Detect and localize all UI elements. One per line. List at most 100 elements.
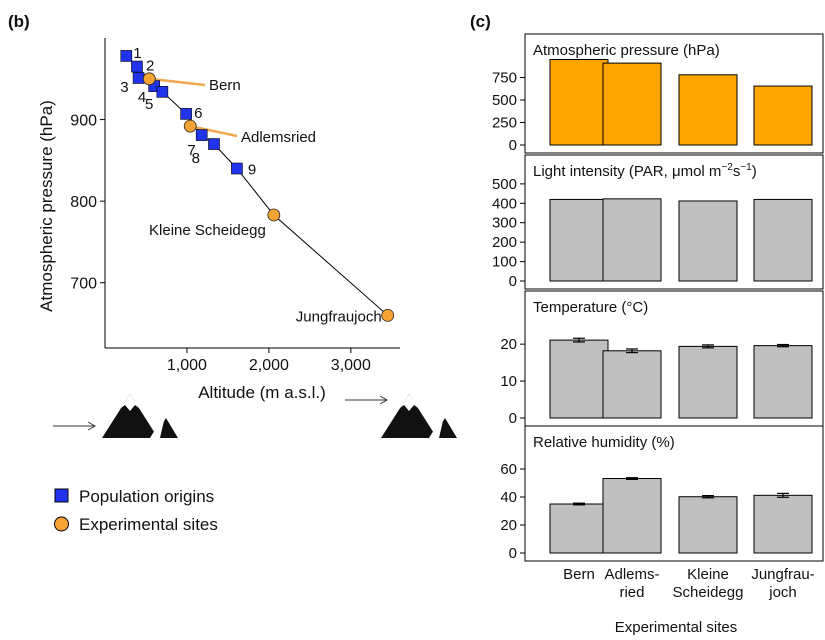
panel-c-category-label: Adlems-	[604, 566, 659, 583]
panel-c-title: Relative humidity (%)	[533, 434, 675, 451]
panel-c-title-part: Light intensity (PAR, μmol m	[533, 163, 721, 180]
bar	[678, 74, 738, 146]
panel-b-y-tick-label: 800	[70, 194, 97, 211]
panel-b-callout-adlemsried	[189, 124, 238, 138]
panel-c-y-tick-label: 500	[492, 92, 517, 109]
panel-c-title: Light intensity (PAR, μmol m−2s−1)	[533, 162, 757, 180]
panel-c-title-part: )	[752, 163, 757, 180]
experimental-site-label: Jungfraujoch	[296, 308, 382, 325]
population-origin-label: 5	[145, 96, 153, 113]
panel-b-ylabel: Atmospheric pressure (hPa)	[37, 100, 56, 312]
panel-b-x-tick-label: 2,000	[249, 357, 289, 374]
experimental-site-point	[267, 208, 281, 222]
bar	[753, 494, 813, 554]
experimental-site-label: Kleine Scheidegg	[149, 222, 266, 239]
panel-c-category-label: Jungfrau-	[751, 566, 814, 583]
experimental-site-point	[183, 119, 197, 133]
panel-c-category-label: joch	[768, 584, 797, 601]
panel-b-callouts	[149, 77, 238, 138]
panel-c-y-tick-label: 20	[500, 517, 517, 534]
bar	[678, 200, 738, 282]
legend-origins-label: Population origins	[79, 487, 214, 506]
panel-b-y-tick-label: 700	[70, 276, 97, 293]
population-origin-point	[131, 60, 143, 73]
mountain-arrow-right	[345, 395, 389, 405]
bar	[602, 478, 662, 554]
panel-c-label: (c)	[470, 12, 491, 31]
panel-c-title: Temperature (°C)	[533, 299, 648, 316]
bar	[753, 345, 813, 419]
panel-c-y-tick-label: 0	[509, 410, 517, 427]
panel-b-x-tick-label: 3,000	[331, 357, 371, 374]
population-origin-point	[231, 162, 243, 175]
panel-c-y-tick-label: 200	[492, 234, 517, 251]
bar	[753, 198, 813, 282]
population-origin-point	[132, 72, 145, 84]
panel-b-points	[120, 50, 395, 322]
legend-origins-marker	[54, 488, 69, 503]
panel-c-xlabel: Experimental sites	[615, 619, 738, 636]
panel-c-category-label: Bern	[563, 566, 595, 583]
population-origin-label: 3	[120, 79, 128, 96]
bar	[602, 62, 662, 146]
panel-c-y-tick-label: 40	[500, 489, 517, 506]
panel-c-y-tick-label: 0	[509, 137, 517, 154]
panel-b-callout-bern	[149, 77, 206, 87]
panel-b-x-tick-label: 1,000	[167, 357, 207, 374]
panel-c-y-tick-label: 0	[509, 545, 517, 562]
bar	[602, 350, 662, 419]
experimental-site-label: Bern	[209, 77, 241, 94]
panel-c-y-tick-label: 400	[492, 195, 517, 212]
panel-c-y-tick-label: 500	[492, 176, 517, 193]
bar	[678, 496, 738, 554]
mountain-icon-low	[102, 394, 178, 438]
bar	[602, 198, 662, 282]
panel-c-title: Atmospheric pressure (hPa)	[533, 42, 720, 59]
bar	[678, 345, 738, 419]
panel-c-title-part: s	[733, 163, 741, 180]
panel-c-y-tick-label: 250	[492, 115, 517, 132]
population-origin-label: 7	[187, 142, 195, 159]
panel-c-title-part: −1	[740, 162, 752, 173]
panel-c-y-tick-label: 0	[509, 273, 517, 290]
experimental-site-point	[142, 72, 156, 86]
panel-c-chart-4: Relative humidity (%) 0 20 40 60	[500, 425, 824, 562]
population-origin-point	[195, 129, 208, 141]
panel-b-ticks: 1,000 2,000 3,000 700 800 900	[70, 113, 371, 374]
population-origin-point	[208, 138, 220, 150]
panel-c-category-label: Kleine	[687, 566, 729, 583]
panel-c-y-tick-label: 60	[500, 461, 517, 478]
population-origin-label: 8	[192, 150, 200, 167]
bar	[549, 503, 609, 554]
mountain-icon-high	[381, 394, 457, 438]
population-origin-point	[120, 50, 133, 62]
panel-c-chart-3: Temperature (°C) 0 10 20	[500, 290, 824, 427]
population-origin-label: 4	[138, 89, 146, 106]
panel-c-y-tick-label: 10	[500, 373, 517, 390]
panel-c-title-part: −2	[721, 162, 733, 173]
mountain-arrow-left	[53, 421, 97, 431]
panel-c-y-tick-label: 100	[492, 254, 517, 271]
panel-c-y-tick-label: 750	[492, 70, 517, 87]
panel-c-chart-1: Atmospheric pressure (hPa) 0 250 500 750	[492, 33, 824, 154]
panel-c-category-label: ried	[619, 584, 644, 601]
panel-c-category-label: Scheidegg	[673, 584, 744, 601]
panel-c-y-tick-label: 20	[500, 336, 517, 353]
population-origin-label: 2	[146, 58, 154, 75]
legend-sites-label: Experimental sites	[79, 515, 218, 534]
experimental-site-label: Adlemsried	[241, 129, 316, 146]
panel-b-xlabel: Altitude (m a.s.l.)	[198, 383, 326, 402]
bar	[753, 85, 813, 146]
population-origin-label: 1	[133, 45, 141, 62]
panel-b-label: (b)	[8, 12, 30, 31]
legend-sites-marker	[54, 516, 69, 532]
panel-c-chart-2: Light intensity (PAR, μmol m−2s−1) 0 100 20…	[492, 154, 824, 290]
bar	[549, 59, 609, 146]
population-origin-label: 6	[194, 105, 202, 122]
population-origin-label: 9	[248, 162, 256, 179]
population-origin-point	[180, 108, 192, 120]
bar	[549, 198, 609, 282]
